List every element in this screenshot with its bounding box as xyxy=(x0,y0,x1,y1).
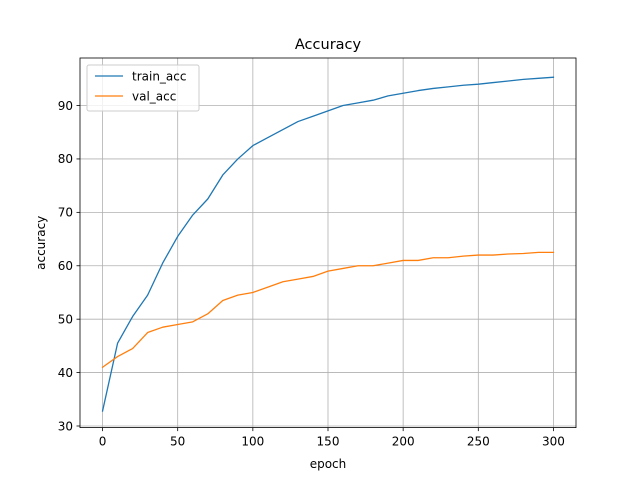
x-grid xyxy=(102,58,554,428)
chart-title: Accuracy xyxy=(295,37,362,53)
y-axis-label: accuracy xyxy=(34,216,48,270)
legend-item-val_acc: val_acc xyxy=(95,89,176,103)
legend-label: train_acc xyxy=(132,69,186,83)
x-tick-label: 150 xyxy=(317,435,340,449)
x-tick-label: 50 xyxy=(170,435,185,449)
y-tick-label: 90 xyxy=(58,99,73,113)
y-tick-label: 70 xyxy=(58,206,73,220)
y-grid xyxy=(80,105,576,427)
x-tick-label: 100 xyxy=(241,435,264,449)
x-tick-label: 250 xyxy=(467,435,490,449)
legend-item-train_acc: train_acc xyxy=(95,69,186,83)
train_acc-line xyxy=(101,76,555,412)
series-val_acc xyxy=(101,251,555,369)
y-tick-label: 80 xyxy=(58,152,73,166)
x-tick-label: 300 xyxy=(542,435,565,449)
y-tick-label: 40 xyxy=(58,366,73,380)
x-axis-label: epoch xyxy=(310,457,347,471)
x-tick-label: 200 xyxy=(392,435,415,449)
y-axis: 30 40 50 60 70 80 90 xyxy=(58,99,80,433)
legend-label: val_acc xyxy=(132,89,176,103)
legend: train_acc val_acc xyxy=(86,64,200,112)
y-tick-label: 50 xyxy=(58,312,73,326)
series-layer xyxy=(101,76,555,412)
series-train_acc xyxy=(101,76,555,412)
x-tick-label: 0 xyxy=(99,435,107,449)
y-tick-label: 60 xyxy=(58,259,73,273)
y-tick-label: 30 xyxy=(58,419,73,433)
x-axis: 0 50 100 150 200 250 300 xyxy=(99,427,565,449)
val_acc-line xyxy=(101,251,555,369)
